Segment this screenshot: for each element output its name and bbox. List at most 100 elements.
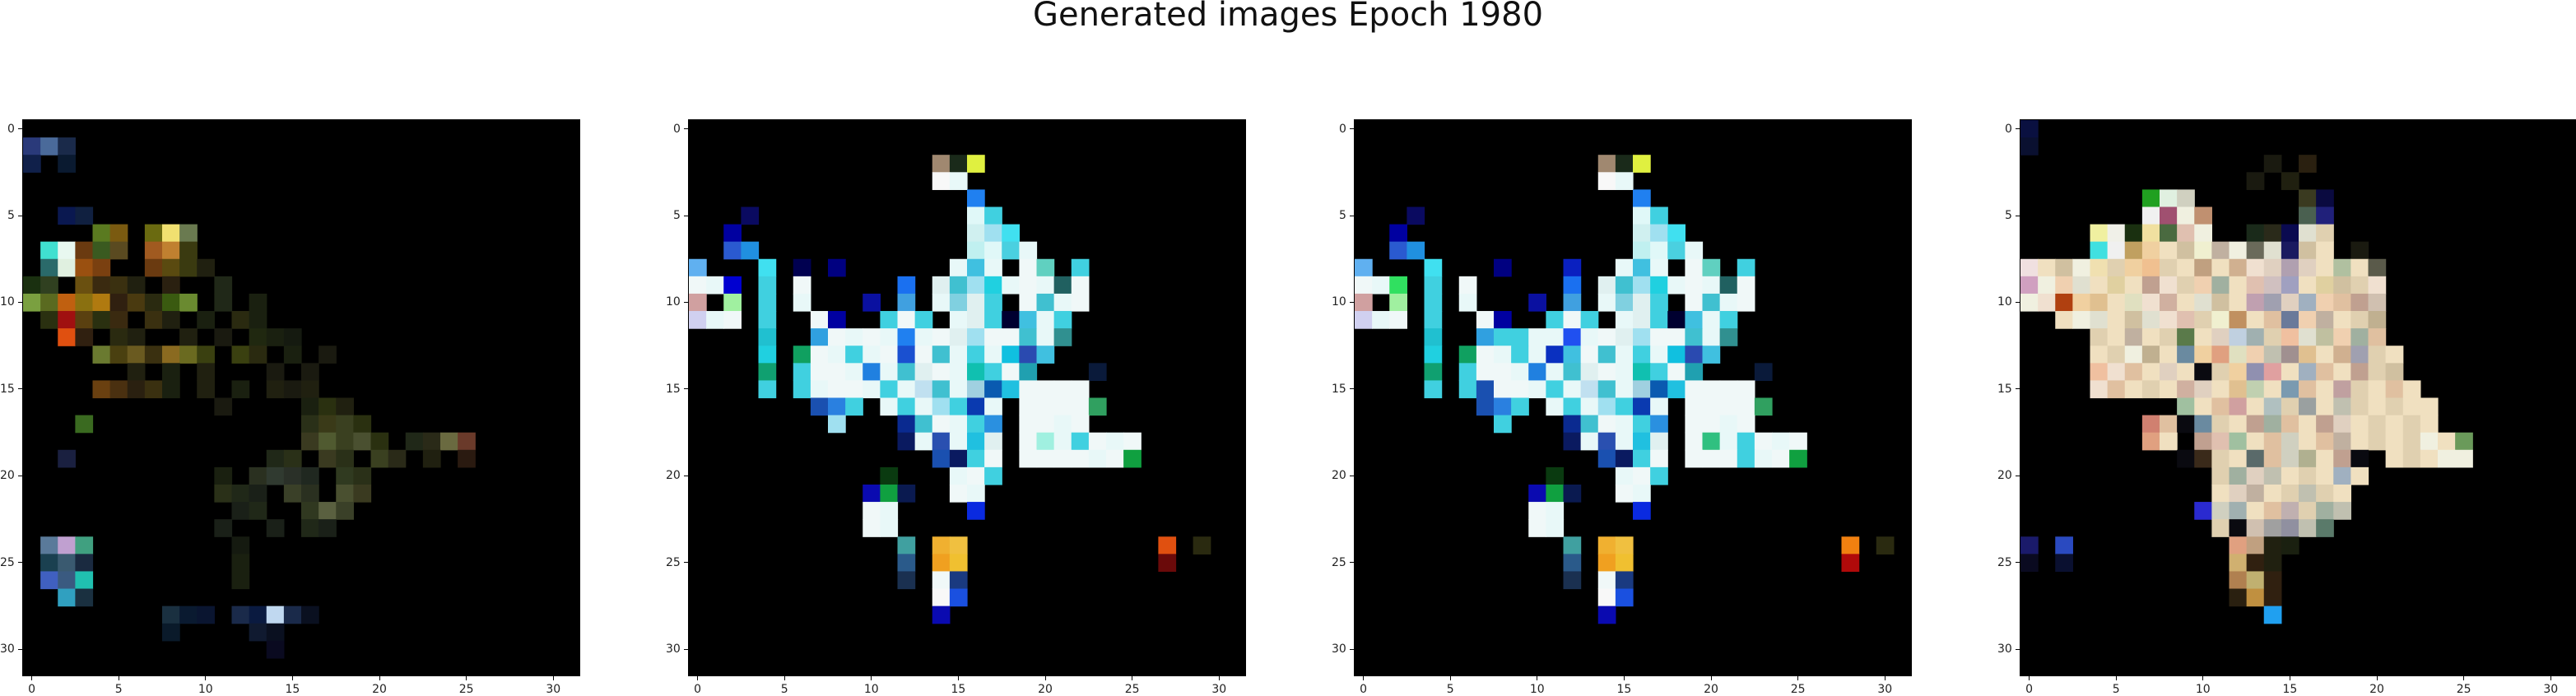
pixel [1002,276,1020,295]
pixel [2141,380,2160,399]
pixel [949,554,968,573]
pixel [949,415,968,434]
pixel [1123,449,1142,468]
pixel [914,328,933,346]
pixel [1702,293,1721,312]
pixel [949,311,968,329]
pixel [2124,328,2143,346]
pixel [1737,449,1755,468]
pixel [1424,328,1443,346]
pixel [1494,258,1512,277]
pixel [1615,380,1634,399]
y-tick-label: 30 [1997,643,2012,657]
pixel [197,380,215,399]
pixel [2281,276,2299,295]
pixel [1685,380,1704,399]
pixel [984,206,1002,225]
pixel [2246,432,2265,451]
pixel [266,328,285,346]
pixel [2333,276,2351,295]
pixel [2299,189,2317,208]
pixel [1458,380,1477,399]
pixel [231,380,250,399]
pixel [2177,397,2195,416]
pixel [1123,432,1142,451]
pixel [2194,502,2212,520]
pixel [144,311,163,329]
y-tick-label: 0 [7,122,15,136]
y-tick-mark [1350,128,1355,130]
pixel [127,328,146,346]
y-tick-mark [18,128,23,130]
pixel [1019,311,1038,329]
pixel [1563,380,1582,399]
pixel [1019,415,1038,434]
pixel [2368,276,2387,295]
pixel [1407,206,1425,225]
pixel [92,258,111,277]
pixel [2246,311,2265,329]
pixel [2263,571,2282,590]
pixel [2246,588,2265,607]
pixel [2141,346,2160,364]
pixel [75,258,94,277]
pixel [249,311,267,329]
pixel [2350,432,2369,451]
pixel [2211,293,2230,312]
pixel [2124,363,2143,381]
pixel [1650,380,1668,399]
pixel [2141,258,2160,277]
x-tick-label: 15 [285,683,300,696]
pixel [2350,415,2369,434]
x-tick-mark [2376,675,2378,680]
pixel [2350,311,2369,329]
pixel [1372,311,1390,329]
pixel [1633,206,1651,225]
pixel [1528,293,1546,312]
pixel [92,346,111,364]
pixel [2350,241,2369,260]
pixel [967,484,985,503]
pixel [2177,293,2195,312]
pixel [2229,293,2248,312]
pixel [370,449,389,468]
pixel [58,293,76,312]
x-tick-label: 0 [28,683,35,696]
pixel [2316,328,2334,346]
pixel [144,241,163,260]
pixel [40,554,58,573]
pixel [932,328,951,346]
pixel [2194,258,2212,277]
pixel [1458,276,1477,295]
pixel [2107,224,2126,243]
y-tick-label: 0 [673,122,681,136]
pixel [2194,328,2212,346]
pixel [1019,293,1038,312]
pixel [1019,241,1038,260]
pixel [2107,346,2126,364]
pixel [2333,432,2351,451]
pixel [880,346,899,364]
pixel [1053,380,1072,399]
pixel [845,380,863,399]
pixel [2368,363,2387,381]
pixel [897,554,916,573]
pixel [2350,293,2369,312]
pixel [863,380,881,399]
pixel [23,293,41,312]
pixel [984,449,1002,468]
pixel [109,293,128,312]
pixel [214,519,233,537]
x-tick-label: 5 [2112,683,2120,696]
pixel [793,293,811,312]
pixel [1754,397,1773,416]
pixel [1633,328,1651,346]
pixel [758,258,777,277]
pixel [2246,224,2265,243]
pixel [2368,415,2387,434]
pixel [914,380,933,399]
pixel [897,346,916,364]
pixel [949,328,968,346]
pixel [2211,502,2230,520]
pixel [2177,206,2195,225]
